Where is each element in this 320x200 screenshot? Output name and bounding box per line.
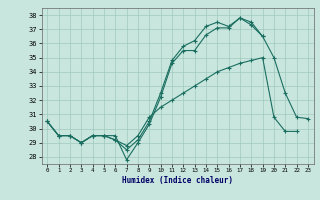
X-axis label: Humidex (Indice chaleur): Humidex (Indice chaleur) [122, 176, 233, 185]
